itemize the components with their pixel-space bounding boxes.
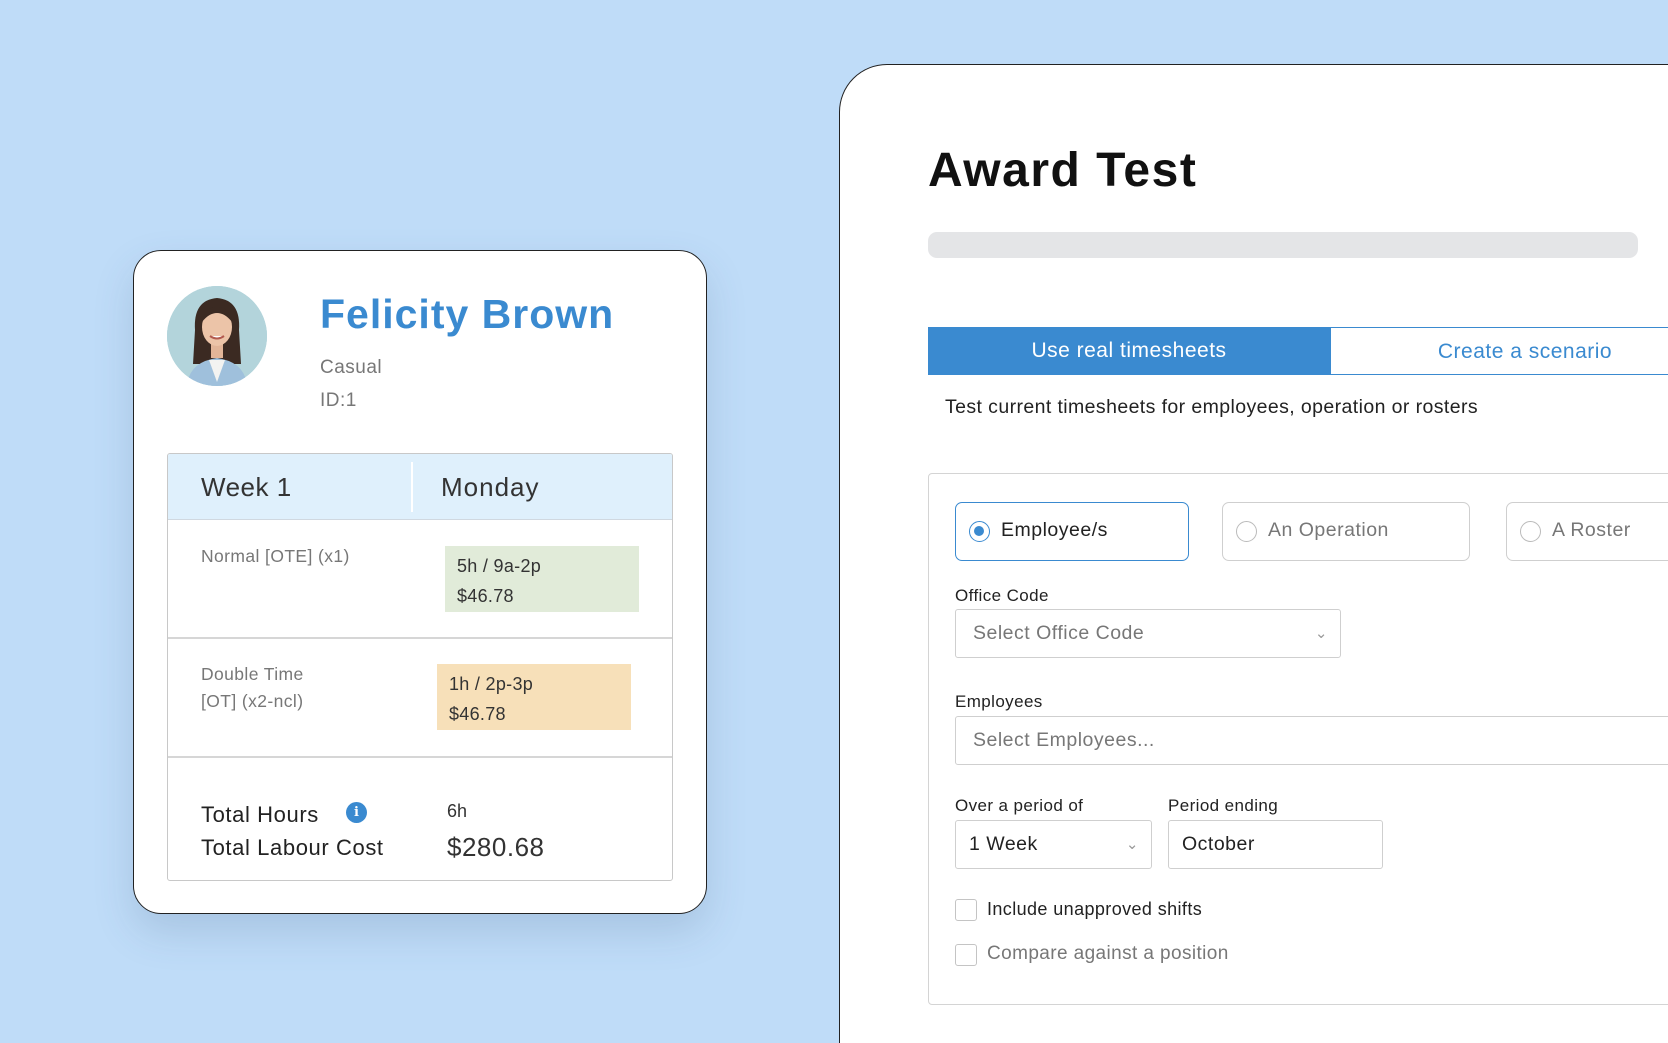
option-label: An Operation	[1268, 519, 1389, 541]
info-icon[interactable]: i	[346, 802, 367, 823]
shift-pill-normal[interactable]: 5h / 9a-2p $46.78	[445, 546, 639, 612]
radio-icon	[1520, 521, 1541, 542]
page-title: Award Test	[928, 144, 1198, 197]
total-labour-cost-label: Total Labour Cost	[201, 835, 384, 860]
shift-cost: $46.78	[457, 586, 514, 606]
tab-description: Test current timesheets for employees, o…	[945, 396, 1478, 418]
week-label: Week 1	[201, 472, 292, 502]
timesheet-row-double-time: Double Time [OT] (x2-ncl) 1h / 2p-3p $46…	[168, 639, 672, 758]
option-label: Employee/s	[1001, 519, 1108, 541]
employee-card: Felicity Brown Casual ID:1 Week 1 Monday…	[133, 250, 707, 914]
shift-cost: $46.78	[449, 704, 506, 724]
office-code-label: Office Code	[955, 586, 1049, 605]
include-unapproved-label: Include unapproved shifts	[987, 899, 1203, 919]
timesheet-row-normal: Normal [OTE] (x1) 5h / 9a-2p $46.78	[168, 520, 672, 639]
employees-placeholder: Select Employees...	[973, 729, 1155, 751]
office-code-select[interactable]: Select Office Code ⌄	[955, 609, 1341, 658]
period-value: 1 Week	[969, 833, 1038, 855]
period-label: Over a period of	[955, 796, 1084, 815]
total-hours-value: 6h	[447, 801, 468, 821]
row-label: Double Time [OT] (x2-ncl)	[201, 661, 304, 715]
timesheet-header: Week 1 Monday	[168, 454, 672, 520]
chevron-down-icon: ⌄	[1125, 835, 1139, 853]
option-employees[interactable]: Employee/s	[955, 502, 1189, 561]
option-an-operation[interactable]: An Operation	[1222, 502, 1470, 561]
option-label: A Roster	[1552, 519, 1631, 541]
period-ending-value: October	[1182, 833, 1255, 855]
test-form: Employee/s An Operation A Roster Office …	[928, 473, 1668, 1005]
period-ending-label: Period ending	[1168, 796, 1279, 815]
timesheet-table: Week 1 Monday Normal [OTE] (x1) 5h / 9a-…	[167, 453, 673, 881]
row-label-line: Normal [OTE] (x1)	[201, 546, 350, 566]
employee-id: ID:1	[320, 390, 357, 411]
row-label-line: Double Time	[201, 664, 304, 684]
header-divider	[411, 462, 413, 512]
employee-type: Casual	[320, 357, 383, 378]
radio-selected-icon	[969, 521, 990, 542]
row-label-line: [OT] (x2-ncl)	[201, 691, 304, 711]
radio-icon	[1236, 521, 1257, 542]
employees-label: Employees	[955, 692, 1043, 711]
shift-hours: 5h / 9a-2p	[457, 556, 542, 576]
shift-pill-double-time[interactable]: 1h / 2p-3p $46.78	[437, 664, 631, 730]
row-label: Normal [OTE] (x1)	[201, 543, 350, 570]
option-a-roster[interactable]: A Roster	[1506, 502, 1668, 561]
award-test-panel: Award Test Use real timesheets Create a …	[839, 64, 1668, 1043]
total-labour-cost-value: $280.68	[447, 832, 545, 862]
timesheet-totals: Total Hours i 6h Total Labour Cost $280.…	[168, 758, 672, 880]
employees-select[interactable]: Select Employees...	[955, 716, 1668, 765]
include-unapproved-checkbox[interactable]	[955, 899, 977, 921]
office-code-placeholder: Select Office Code	[973, 622, 1145, 644]
employee-avatar	[167, 286, 267, 386]
compare-position-label: Compare against a position	[987, 943, 1229, 964]
total-hours-label: Total Hours	[201, 802, 319, 827]
tab-use-real-timesheets[interactable]: Use real timesheets	[928, 327, 1330, 375]
day-label: Monday	[441, 472, 540, 502]
period-ending-input[interactable]: October	[1168, 820, 1383, 869]
chevron-down-icon: ⌄	[1314, 624, 1328, 642]
mode-tabs: Use real timesheets Create a scenario	[928, 327, 1668, 375]
employee-name: Felicity Brown	[320, 291, 615, 337]
shift-hours: 1h / 2p-3p	[449, 674, 534, 694]
period-select[interactable]: 1 Week ⌄	[955, 820, 1152, 869]
tab-create-a-scenario[interactable]: Create a scenario	[1330, 327, 1668, 375]
compare-position-checkbox[interactable]	[955, 944, 977, 966]
progress-bar	[928, 232, 1638, 258]
